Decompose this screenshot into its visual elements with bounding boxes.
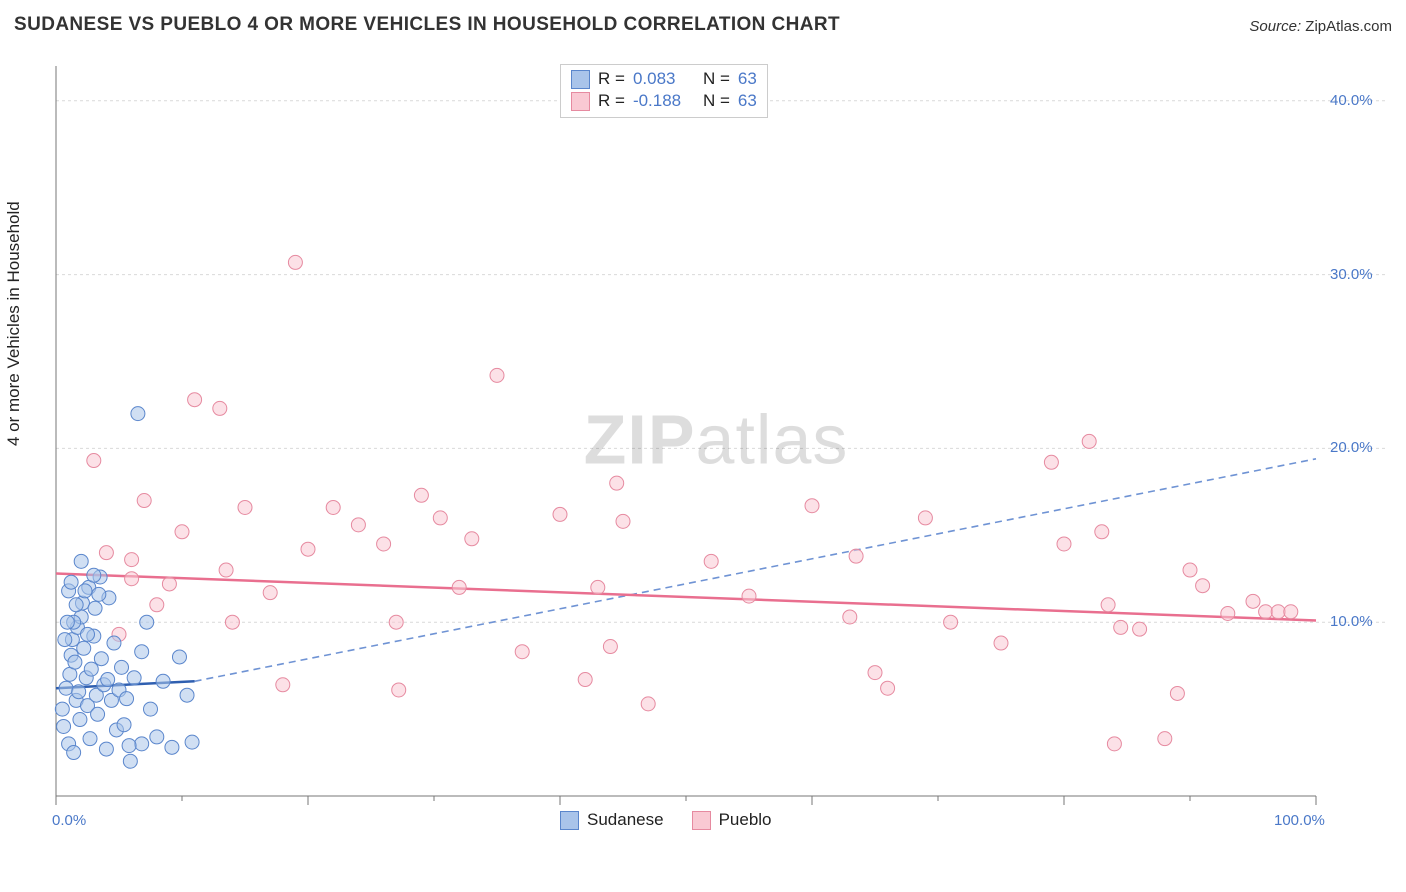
blue-swatch-icon — [560, 811, 579, 830]
source-attribution: Source: ZipAtlas.com — [1249, 18, 1392, 35]
y-tick-label: 10.0% — [1330, 613, 1373, 630]
scatter-plot-svg — [46, 60, 1386, 832]
y-tick-label: 40.0% — [1330, 92, 1373, 109]
legend-item-label: Pueblo — [719, 810, 772, 830]
pink-swatch-icon — [692, 811, 711, 830]
series-legend: Sudanese Pueblo — [560, 810, 772, 830]
x-tick-label: 100.0% — [1274, 812, 1325, 829]
y-tick-label: 20.0% — [1330, 439, 1373, 456]
source-label: Source: — [1249, 18, 1301, 35]
chart-title: SUDANESE VS PUEBLO 4 OR MORE VEHICLES IN… — [14, 14, 840, 36]
legend-row: R =-0.188N =63 — [571, 90, 757, 112]
chart-container: SUDANESE VS PUEBLO 4 OR MORE VEHICLES IN… — [0, 0, 1406, 892]
pink-swatch-icon — [571, 92, 590, 111]
legend-item-label: Sudanese — [587, 810, 664, 830]
legend-row: R =0.083N =63 — [571, 68, 757, 90]
plot-area: ZIPatlas — [46, 60, 1386, 832]
correlation-legend: R =0.083N =63R =-0.188N =63 — [560, 64, 768, 118]
blue-swatch-icon — [571, 70, 590, 89]
y-tick-label: 30.0% — [1330, 266, 1373, 283]
source-value: ZipAtlas.com — [1305, 18, 1392, 35]
x-tick-label: 0.0% — [52, 812, 86, 829]
y-axis-label: 4 or more Vehicles in Household — [4, 201, 24, 446]
legend-item: Pueblo — [692, 810, 772, 830]
legend-item: Sudanese — [560, 810, 664, 830]
